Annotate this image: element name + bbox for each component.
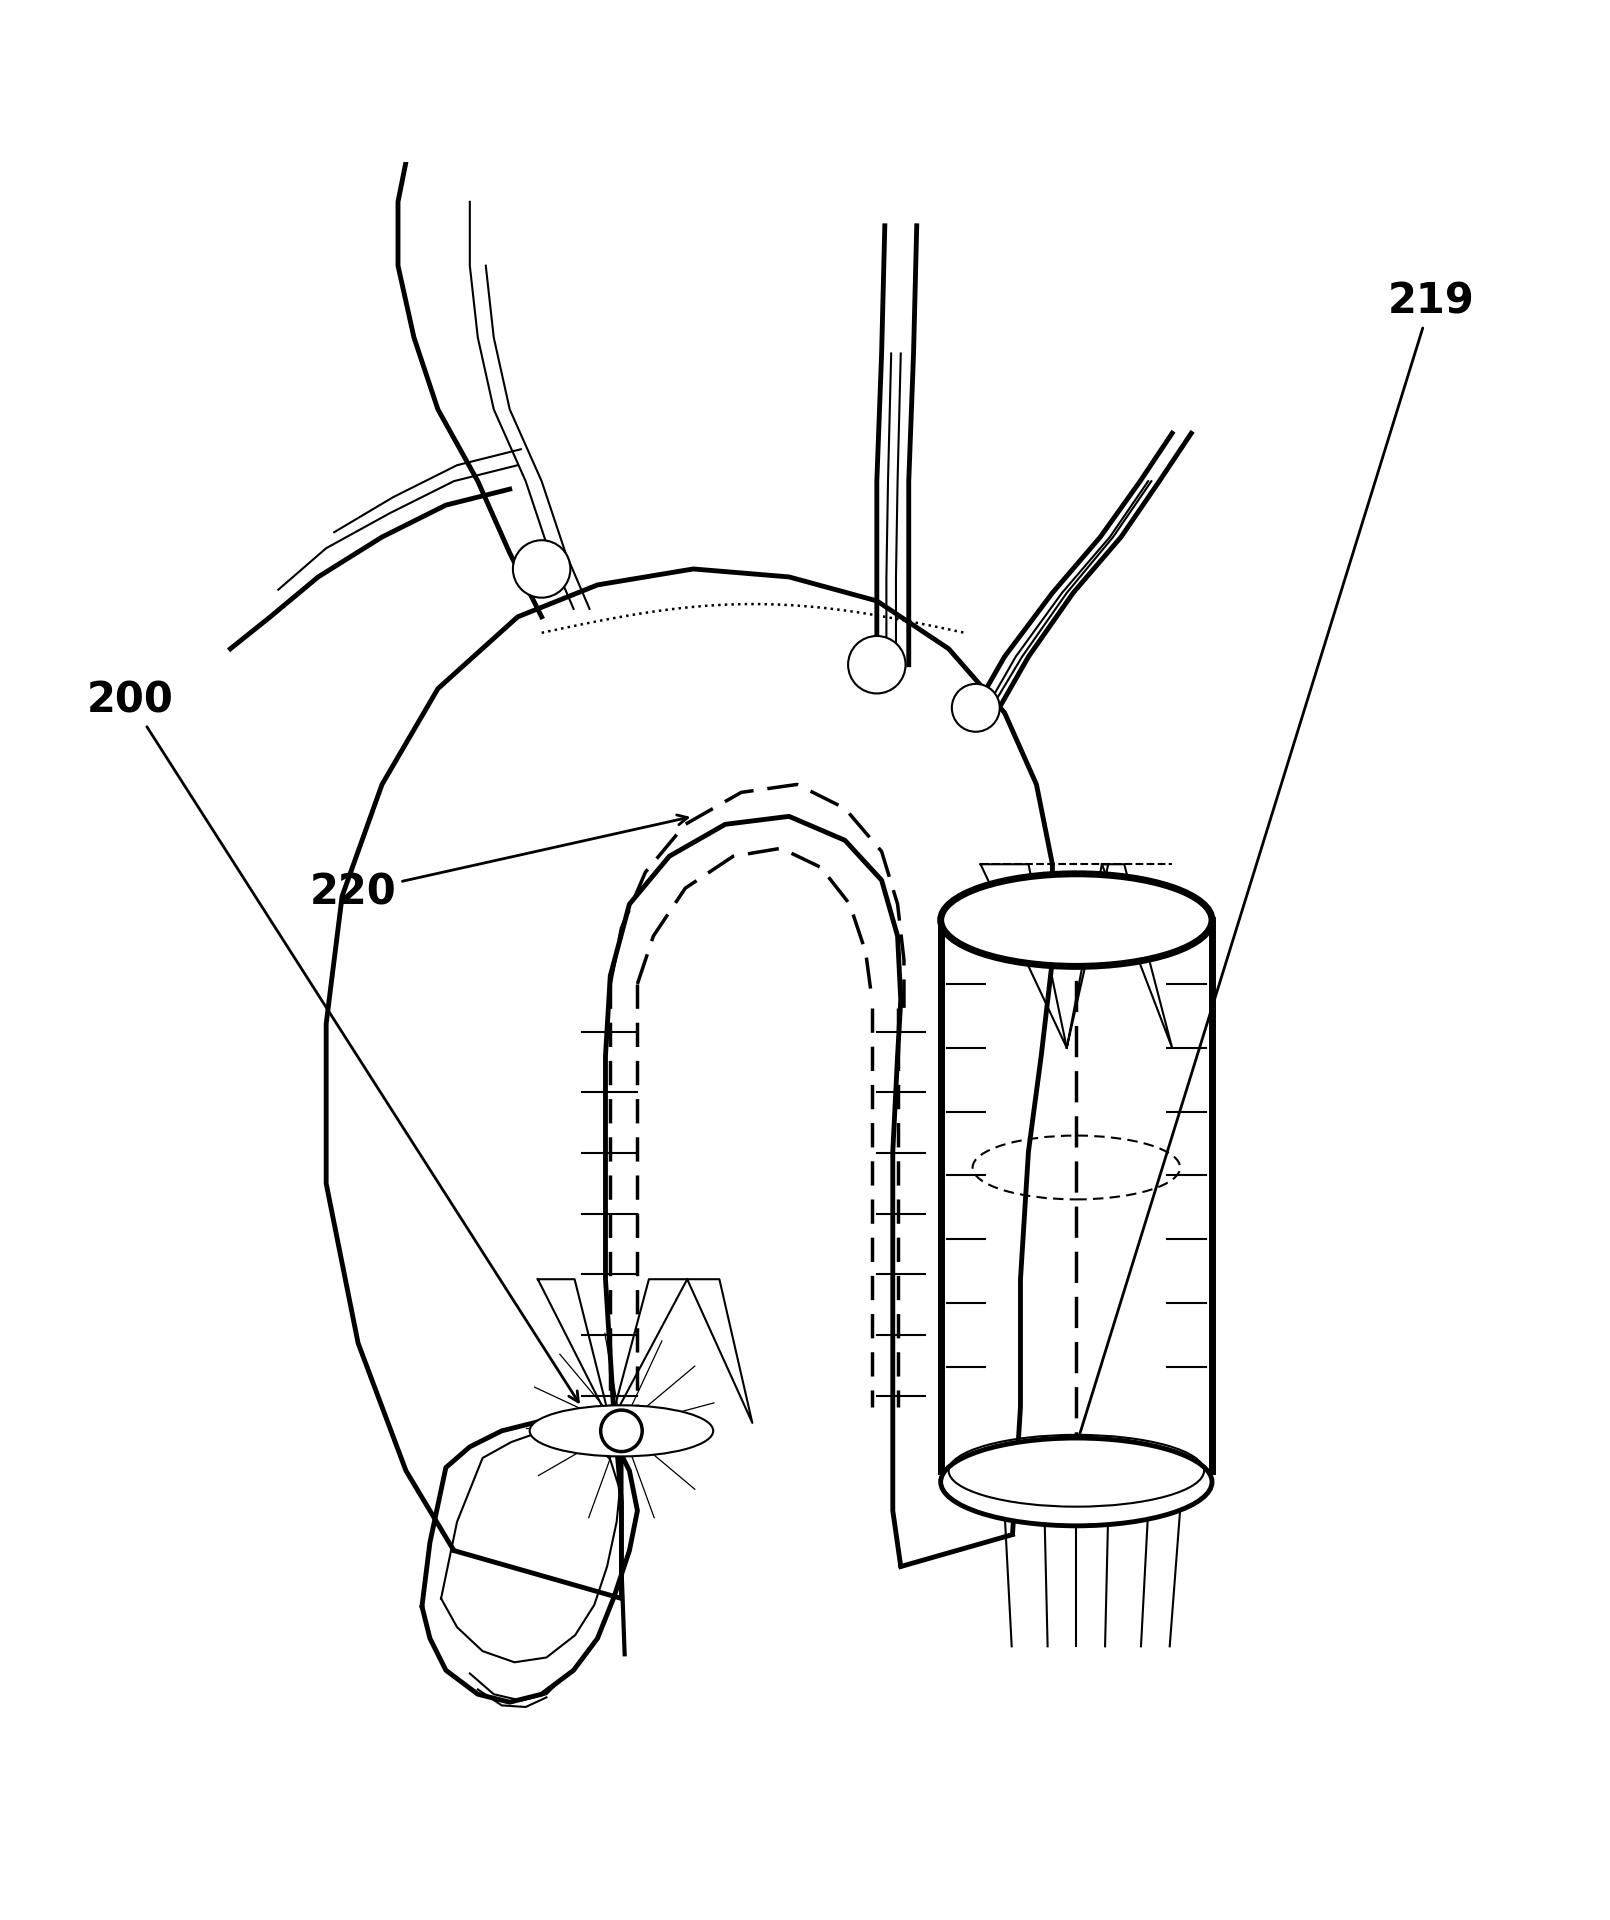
Text: 200: 200 <box>87 680 578 1402</box>
Circle shape <box>601 1409 642 1452</box>
Ellipse shape <box>940 874 1212 966</box>
Circle shape <box>848 636 905 693</box>
Text: 219: 219 <box>1069 280 1475 1469</box>
Ellipse shape <box>940 1438 1212 1526</box>
Circle shape <box>952 684 1000 732</box>
Text: 220: 220 <box>311 814 687 914</box>
Circle shape <box>514 540 570 597</box>
Ellipse shape <box>530 1405 713 1457</box>
